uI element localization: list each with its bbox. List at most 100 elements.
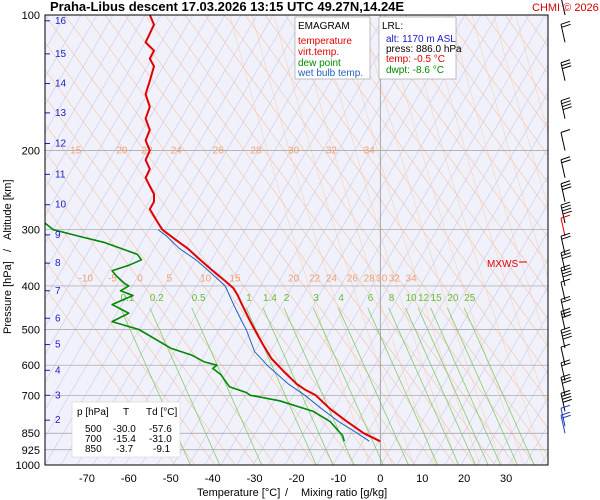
dry-adiabat-line (184, 15, 516, 465)
dry-adiabat-line (45, 205, 236, 465)
wind-barb-flag (562, 273, 572, 278)
altitude-tick-label: 14 (55, 79, 67, 90)
copyright: CHMI © 2026 (532, 2, 599, 14)
altitude-tick-label: 5 (55, 340, 61, 351)
table-row-850-p: 850 (85, 444, 102, 455)
altitude-tick-label: 8 (55, 258, 61, 269)
plot-frame (44, 14, 549, 466)
dry-adiabat-line (264, 15, 548, 402)
x-tick-label: 20 (458, 473, 470, 485)
dry-adiabat-line (45, 150, 276, 465)
wind-barb-flag (560, 295, 571, 300)
tick-layer: -70 -60 -50 -40 -30 -20 -10 0 10 20 30100200300400… (16, 10, 513, 485)
isotherm-label: 26 (347, 273, 359, 284)
table-header-t: T (123, 407, 129, 418)
wind-barb-flag (561, 100, 571, 105)
wind-barb-flag (561, 362, 571, 367)
x-tick-label: 10 (416, 473, 428, 485)
dry-adiabat-line (45, 15, 376, 465)
y-tick-label: 500 (22, 325, 40, 337)
y-tick-label: 400 (22, 281, 40, 293)
mixing-ratio-line (262, 307, 334, 465)
isotherm-line (45, 15, 98, 106)
isotherm-line (108, 15, 370, 465)
isotherm-label: -5 (108, 273, 117, 284)
isotherm-label: 28 (250, 145, 262, 156)
mixing-ratio-label: 3 (313, 293, 319, 304)
dry-adiabat-line (124, 15, 456, 465)
wind-barb-staff (560, 132, 566, 151)
wind-barb-flag (561, 392, 571, 397)
x-tick-label: -30 (247, 473, 263, 485)
altitude-tick-label: 3 (55, 390, 61, 401)
dry-adiabat-line (384, 15, 548, 238)
dry-adiabat-line (164, 15, 496, 465)
wind-barb-flag (562, 332, 572, 337)
y-tick-label: 700 (22, 390, 40, 402)
table-row-500-t: -30.0 (113, 424, 136, 435)
x-tick-label: -60 (121, 473, 137, 485)
y-axis-label-group: Pressure [hPa] / Altitude [km] (2, 179, 14, 334)
isotherm-label: 0 (137, 273, 143, 284)
dry-adiabat-line (364, 15, 548, 266)
wind-barb-flag (561, 23, 571, 28)
isotherm-line (45, 15, 162, 217)
mixing-ratio-line (367, 307, 439, 465)
isotherm-line (60, 15, 322, 465)
isotherm-label: 24 (171, 145, 183, 156)
dry-adiabat-line (45, 259, 196, 465)
wind-barb-flag (560, 128, 571, 133)
wind-barb-staff (560, 281, 566, 301)
isotherm-label: 5 (167, 273, 173, 284)
x-axis-label-temperature: Temperature [°C] (197, 487, 280, 499)
dry-adiabat-line (444, 15, 548, 156)
wind-barb-flag (560, 411, 571, 416)
dry-adiabat-line (45, 287, 176, 465)
isotherm-line (92, 15, 354, 465)
table-row-700-t: -15.4 (113, 434, 136, 445)
isotherm-line (220, 15, 482, 465)
moist-adiabat-line (251, 15, 393, 465)
isotherm-line (460, 313, 548, 465)
isotherm-line (348, 119, 548, 465)
moist-adiabat-line (229, 15, 371, 465)
isotherm-line (444, 286, 548, 465)
dry-adiabat-line (204, 15, 536, 465)
wind-barb-flag (562, 255, 572, 260)
mixing-ratio-line (388, 307, 460, 465)
isotherm-label: 32 (326, 145, 338, 156)
mixing-ratio-label: 15 (431, 293, 443, 304)
lrl-temperature: temp: -0.5 °C (386, 54, 445, 65)
isotherm-label: 10 (200, 273, 212, 284)
moist-adiabat-line (449, 15, 548, 346)
wind-barb-flag (561, 235, 571, 240)
mixing-ratio-line (463, 307, 535, 465)
wind-barb-flag (561, 204, 571, 209)
table-row-500-td: -57.6 (149, 424, 172, 435)
legend-virt-temp: virt.temp. (298, 47, 339, 58)
y-tick-label: 600 (22, 360, 40, 372)
dry-adiabat-line (585, 15, 600, 465)
data-table-box (71, 401, 181, 458)
isotherm-line (45, 15, 146, 189)
isotherm-line (540, 452, 548, 465)
wind-barb-flag (561, 414, 571, 419)
isotherm-label: 32 (389, 273, 401, 284)
wind-barb-staff (561, 0, 566, 16)
wind-barb-flag (562, 379, 572, 384)
wind-barb-flag (561, 183, 571, 188)
dry-adiabat-line (64, 15, 396, 465)
wind-barb-flag (562, 270, 572, 275)
dry-adiabat-line (484, 15, 548, 102)
wind-barb-flag (562, 207, 572, 212)
isotherm-line (140, 15, 402, 465)
dry-adiabat-line (45, 232, 216, 465)
mixing-ratio-line (417, 307, 489, 465)
mixing-ratio-line (447, 307, 518, 465)
series-layer (45, 15, 381, 443)
x-axis-label-mixing: Mixing ratio [g/kg] (301, 487, 387, 499)
y-tick-label: 300 (22, 225, 40, 237)
y-axis-label-pressure: Pressure [hPa] (2, 261, 14, 334)
isotherm-label: 15 (229, 273, 241, 284)
isotherm-label: 22 (141, 145, 153, 156)
